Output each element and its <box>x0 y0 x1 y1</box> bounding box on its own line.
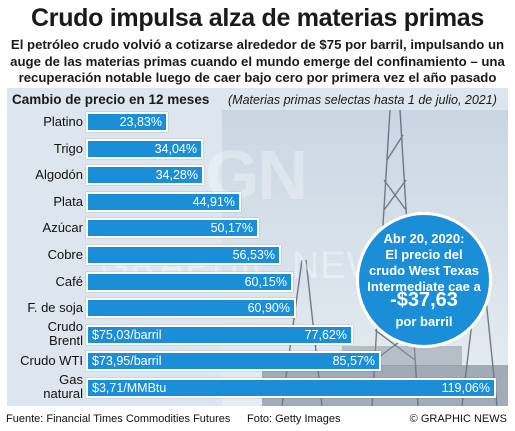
category-label: Platino <box>43 114 83 129</box>
photo-credit: Foto: Getty Images <box>247 413 341 425</box>
category-label: Trigo <box>53 140 83 156</box>
bar: 119,06% $3,71/MMBtu <box>86 378 496 398</box>
callout-line-1: Abr 20, 2020: <box>383 231 465 246</box>
bar: 60,90% <box>86 298 296 319</box>
callout-line-3: crudo West Texas <box>368 263 480 278</box>
chart-title: Cambio de precio en 12 meses <box>12 92 210 107</box>
category-label: Crudo WTI <box>20 353 83 369</box>
bar: 85,57% $73,95/barril <box>86 351 381 372</box>
source-credit: Fuente: Financial Times Commodities Futu… <box>6 413 231 425</box>
callout-line-4: Intermediate cae a <box>367 279 481 294</box>
callout-unit: por barril <box>395 314 453 329</box>
bar: 34,04% <box>86 138 203 159</box>
bar: 23,83% <box>86 112 168 132</box>
value-label: 119,06% <box>441 381 490 395</box>
category-label: Plata <box>53 193 83 209</box>
price-label: $3,71/MMBtu <box>92 381 167 395</box>
page-title: Crudo impulsa alza de materias primas <box>31 4 484 32</box>
price-label: $73,95/barril <box>92 354 162 369</box>
value-label: 23,83% <box>119 115 162 129</box>
value-label: 34,04% <box>154 141 197 156</box>
value-label: 56,53% <box>232 248 275 262</box>
value-label: 34,28% <box>155 168 198 183</box>
price-label: $75,03/barril <box>92 327 162 342</box>
page-subtitle: El petróleo crudo volvió a cotizarse alr… <box>10 37 505 85</box>
callout-text: Abr 20, 2020: El precio del crudo West T… <box>359 231 489 295</box>
category-label: Café <box>55 273 83 289</box>
bar: 44,91% <box>86 191 241 212</box>
bar: 56,53% <box>86 245 281 265</box>
value-label: 50,17% <box>210 221 253 236</box>
category-label: F. de soja <box>27 300 83 316</box>
callout-value: -$37,63 <box>390 289 458 311</box>
category-label: Cobre <box>47 247 83 262</box>
value-label: 44,91% <box>192 194 235 209</box>
value-label: 60,15% <box>244 274 287 289</box>
brand-credit: © GRAPHIC NEWS <box>409 413 507 425</box>
value-label: 60,90% <box>247 301 290 316</box>
bar: 34,28% <box>86 165 204 186</box>
value-label: 85,57% <box>332 354 375 369</box>
wti-callout: Abr 20, 2020: El precio del crudo West T… <box>356 212 492 348</box>
bar: 50,17% <box>86 218 259 239</box>
bar: 60,15% <box>86 271 293 292</box>
category-label: Gas natural <box>43 372 83 401</box>
callout-line-2: El precio del <box>385 247 463 262</box>
category-label: Crudo Brentl <box>47 318 83 348</box>
bar: 77,62% $75,03/barril <box>86 324 353 345</box>
category-label: Azúcar <box>42 220 83 236</box>
chart-note: (Materias primas selectas hasta 1 de jul… <box>228 93 497 107</box>
category-label: Algodón <box>35 167 83 183</box>
value-label: 77,62% <box>304 327 347 342</box>
